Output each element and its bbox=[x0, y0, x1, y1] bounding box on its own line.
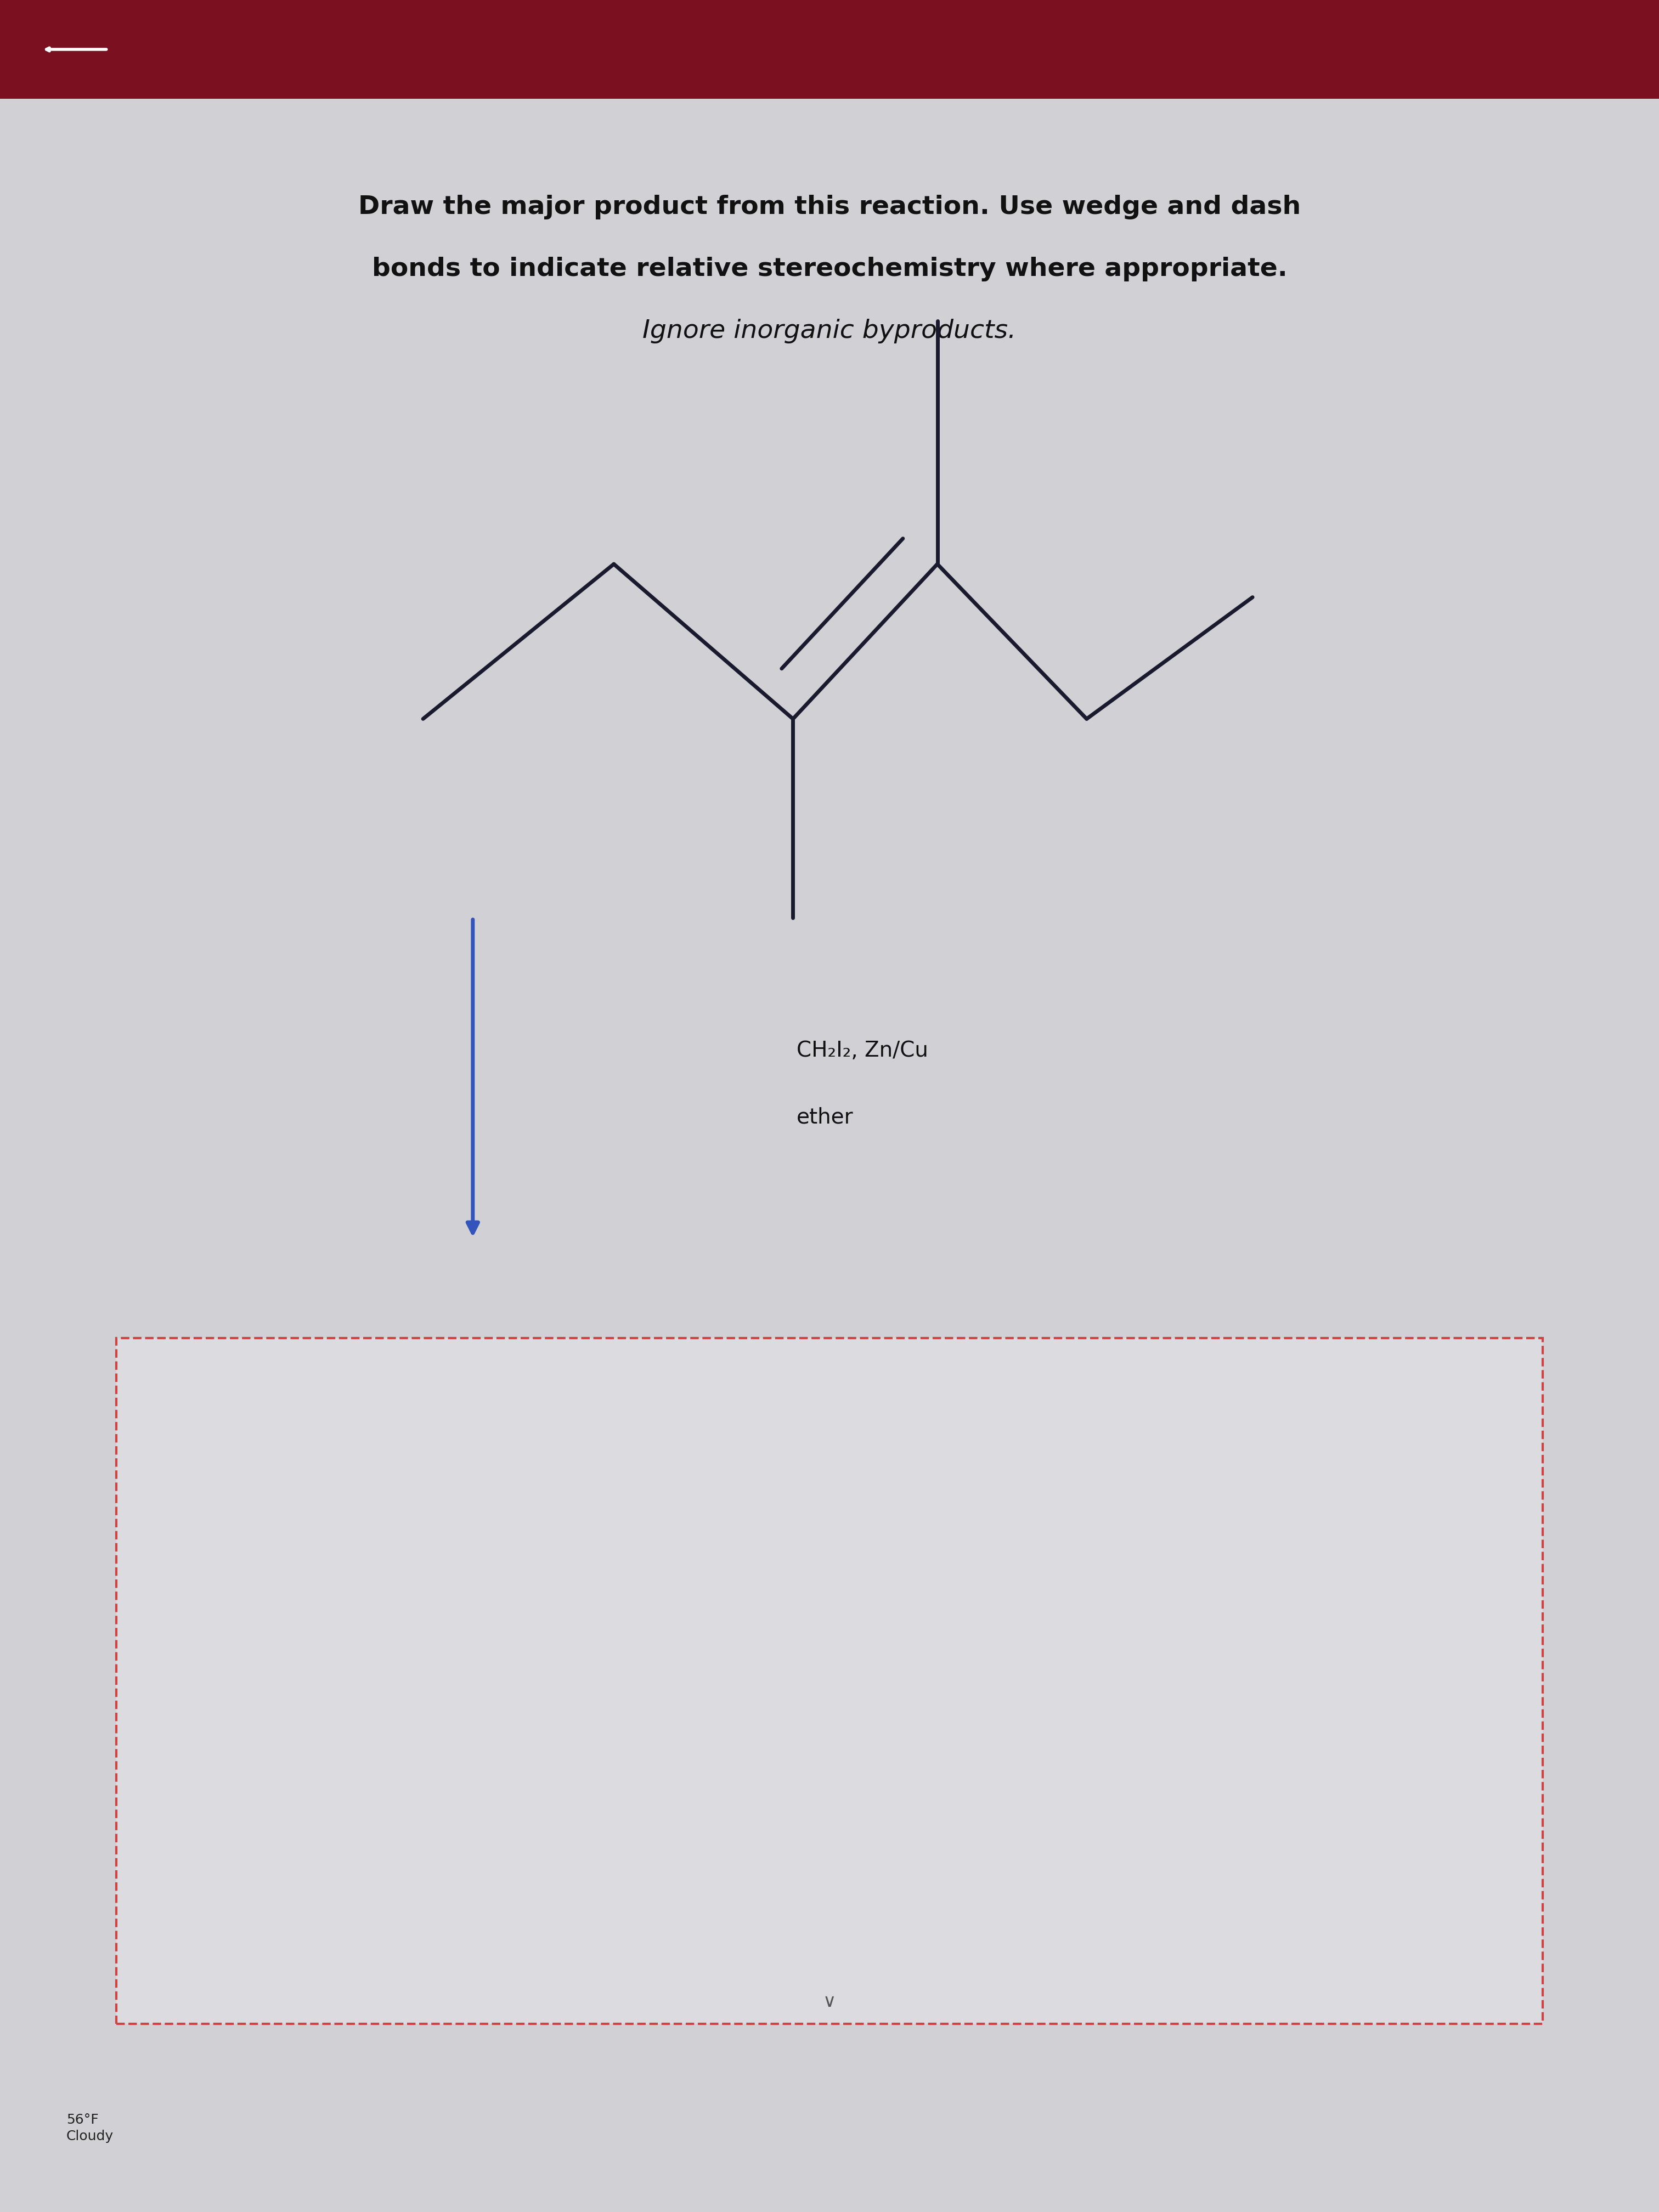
Text: ∨: ∨ bbox=[823, 1993, 836, 2011]
Text: bonds to indicate relative stereochemistry where appropriate.: bonds to indicate relative stereochemist… bbox=[372, 257, 1287, 281]
Text: Ignore inorganic byproducts.: Ignore inorganic byproducts. bbox=[642, 319, 1017, 343]
Bar bbox=[116, 1338, 1543, 2024]
Bar bbox=[0, 0, 1659, 100]
Text: Draw the major product from this reaction. Use wedge and dash: Draw the major product from this reactio… bbox=[358, 195, 1301, 219]
Text: 56°F
Cloudy: 56°F Cloudy bbox=[66, 2112, 113, 2143]
Text: CH₂I₂, Zn/Cu: CH₂I₂, Zn/Cu bbox=[796, 1040, 927, 1062]
Text: ether: ether bbox=[796, 1106, 853, 1128]
